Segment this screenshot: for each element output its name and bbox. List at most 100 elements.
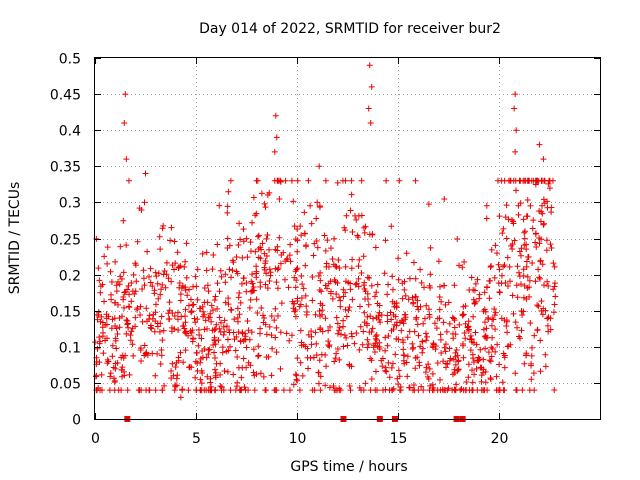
data-point	[141, 199, 148, 206]
data-point	[524, 273, 531, 280]
data-point	[355, 263, 362, 270]
data-point	[294, 226, 301, 233]
data-point	[254, 310, 261, 317]
data-point	[192, 374, 199, 381]
data-point	[227, 387, 234, 394]
data-point	[120, 355, 127, 362]
data-point	[550, 286, 557, 293]
data-point	[322, 177, 329, 184]
data-point	[539, 261, 546, 268]
data-point	[287, 241, 294, 248]
data-point	[434, 387, 441, 394]
data-point	[326, 384, 333, 391]
data-point	[311, 387, 318, 394]
data-point	[511, 105, 518, 112]
data-point	[416, 359, 423, 366]
data-point	[491, 274, 498, 281]
data-point	[360, 253, 367, 260]
data-point	[134, 238, 141, 245]
data-point	[94, 345, 101, 352]
data-point	[409, 346, 416, 353]
data-point	[384, 342, 391, 349]
data-point	[375, 313, 382, 320]
data-point	[426, 311, 433, 318]
data-point	[211, 349, 218, 356]
data-point	[470, 359, 477, 366]
data-point	[309, 273, 316, 280]
data-point	[163, 259, 170, 266]
data-point	[233, 383, 240, 390]
data-point	[218, 383, 225, 390]
data-point	[217, 383, 224, 390]
data-point	[253, 210, 260, 217]
data-point	[542, 351, 549, 358]
data-point	[177, 297, 184, 304]
data-point	[488, 353, 495, 360]
data-point	[349, 296, 356, 303]
data-point	[225, 188, 232, 195]
data-point	[460, 354, 467, 361]
data-point	[243, 344, 250, 351]
data-points	[92, 62, 559, 401]
data-point	[465, 318, 472, 325]
data-point	[117, 273, 124, 280]
data-point	[94, 316, 101, 323]
data-point	[212, 354, 219, 361]
data-point	[495, 261, 502, 268]
data-point	[168, 224, 175, 231]
data-point	[336, 356, 343, 363]
data-point	[404, 353, 411, 360]
y-tick-label: 0.25	[50, 233, 81, 249]
data-point	[96, 359, 103, 366]
data-point	[507, 278, 514, 285]
data-point	[517, 252, 524, 259]
data-point	[236, 220, 243, 227]
data-point	[409, 387, 416, 394]
data-point	[505, 216, 512, 223]
data-point	[181, 325, 188, 332]
data-point	[537, 337, 544, 344]
x-tick-label: 15	[390, 431, 408, 447]
data-point	[332, 355, 339, 362]
data-point	[217, 329, 224, 336]
data-point	[199, 347, 206, 354]
data-point	[342, 177, 349, 184]
data-point	[248, 329, 255, 336]
data-point	[317, 326, 324, 333]
data-point	[240, 275, 247, 282]
data-point	[493, 387, 500, 394]
data-point	[233, 333, 240, 340]
data-point	[421, 315, 428, 322]
data-point	[437, 376, 444, 383]
data-point	[524, 196, 531, 203]
data-point	[151, 287, 158, 294]
data-point	[437, 331, 444, 338]
data-point	[100, 350, 107, 357]
data-point	[190, 283, 197, 290]
data-point	[334, 330, 341, 337]
data-point	[335, 256, 342, 263]
data-point	[258, 190, 265, 197]
data-point	[167, 237, 174, 244]
data-point	[158, 286, 165, 293]
data-point	[483, 215, 490, 222]
data-point	[308, 220, 315, 227]
data-point	[234, 354, 241, 361]
data-point	[92, 339, 99, 346]
data-point	[504, 329, 511, 336]
data-point	[552, 293, 559, 300]
data-point	[224, 209, 231, 216]
data-point	[250, 346, 257, 353]
data-point	[302, 292, 309, 299]
data-point	[317, 387, 324, 394]
data-point	[486, 295, 493, 302]
data-point	[443, 328, 450, 335]
data-point	[411, 328, 418, 335]
data-point	[211, 366, 218, 373]
data-point	[288, 177, 295, 184]
data-point	[111, 377, 118, 384]
data-point	[262, 281, 269, 288]
data-point	[332, 263, 339, 270]
data-point	[239, 254, 246, 261]
data-point	[234, 270, 241, 277]
